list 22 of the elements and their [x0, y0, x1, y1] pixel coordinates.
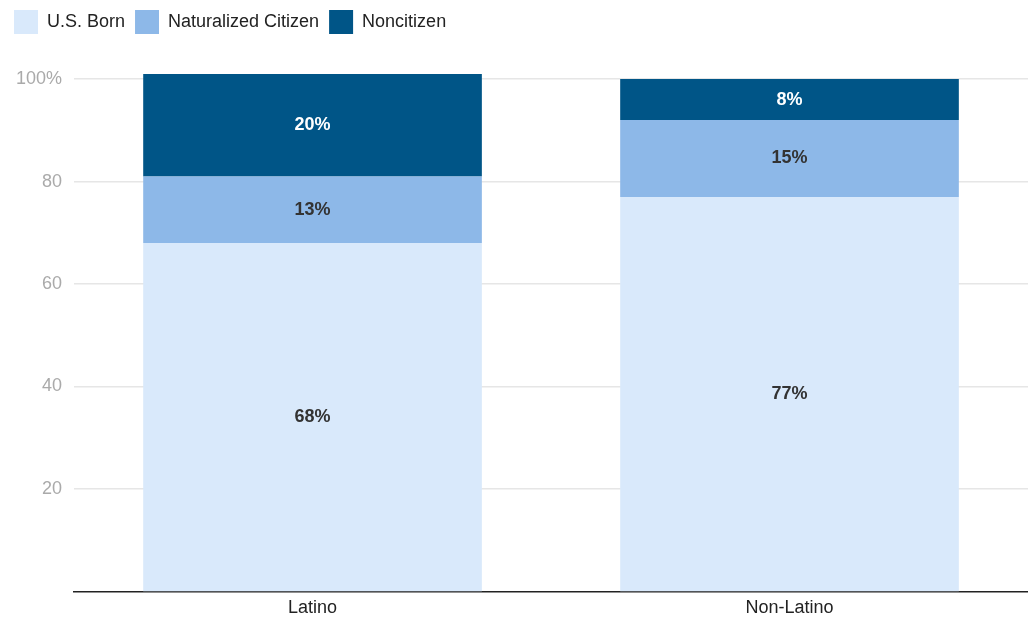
bar	[143, 243, 482, 592]
data-label: 13%	[294, 198, 331, 219]
x-tick-label: Non-Latino	[745, 597, 834, 618]
y-tick-label: 60	[42, 273, 63, 293]
data-label: 68%	[294, 406, 331, 427]
bar	[143, 176, 482, 244]
bar	[143, 74, 482, 177]
x-tick-label: Latino	[288, 597, 338, 618]
y-tick-label: 100%	[15, 68, 63, 89]
data-label: 20%	[294, 114, 331, 135]
legend-label: U.S. Born	[47, 10, 126, 31]
data-label: 77%	[771, 383, 808, 404]
legend-label: Naturalized Citizen	[168, 10, 320, 31]
legend-label: Noncitizen	[362, 10, 447, 31]
y-tick-label: 20	[42, 477, 63, 498]
data-label: 8%	[776, 88, 803, 109]
bar	[620, 196, 959, 592]
y-tick-label: 40	[42, 375, 63, 396]
bar	[620, 120, 959, 197]
data-label: 15%	[771, 147, 808, 168]
y-tick-label: 80	[42, 170, 63, 191]
bar	[620, 79, 959, 121]
